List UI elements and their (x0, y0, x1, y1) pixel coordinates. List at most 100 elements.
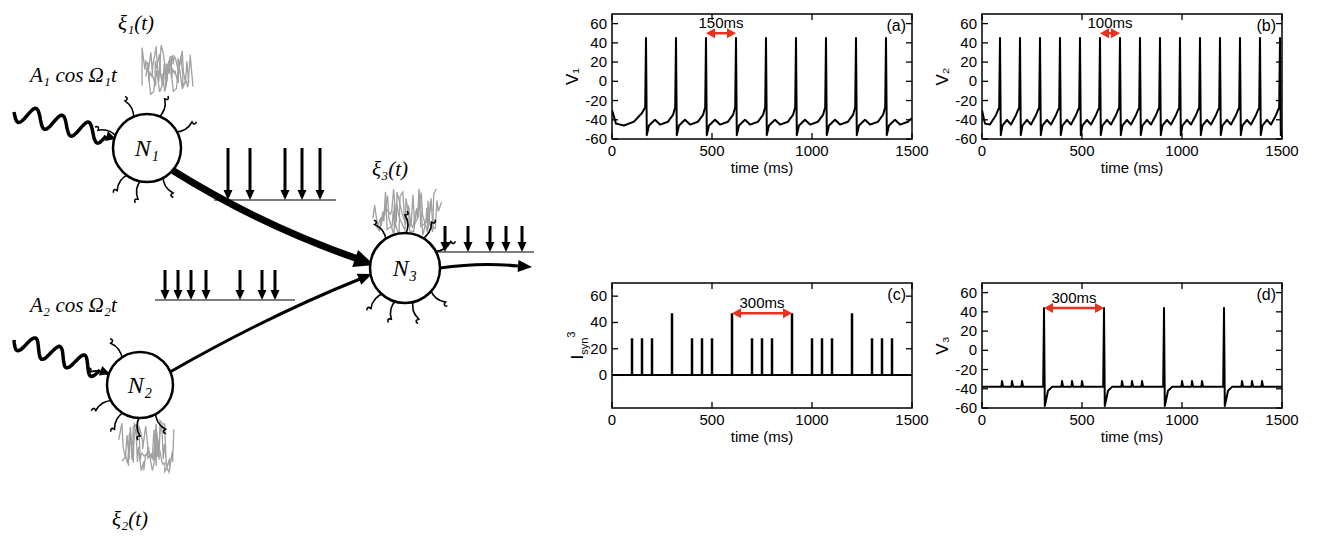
y-tick-label: 20 (590, 340, 607, 357)
train-spike (521, 226, 524, 244)
y-tick (906, 348, 912, 349)
x-tick-label: 1000 (795, 411, 828, 428)
stem (891, 338, 894, 375)
y-tick (1276, 407, 1282, 408)
stem (791, 313, 794, 375)
annotation-label: 150ms (698, 14, 743, 31)
frame (982, 14, 1282, 139)
dendrite (91, 400, 113, 410)
connection (172, 170, 358, 259)
dendrite (125, 96, 134, 119)
y-tick-label: 60 (960, 15, 977, 32)
stem (631, 338, 634, 375)
stem (751, 338, 754, 375)
noise-label: ξ₁(t) (118, 11, 154, 35)
y-tick-label: -20 (955, 92, 977, 109)
panel-label: (d) (1256, 286, 1276, 303)
panel: 0500100015000204060time (ms)Isyn3300ms(c… (565, 283, 928, 445)
dendrite (135, 180, 142, 203)
y-axis-title: V₂ (933, 68, 952, 86)
y-axis-title-sup: 3 (565, 332, 577, 338)
y-tick-label: 60 (960, 284, 977, 301)
plot-area (612, 38, 912, 135)
y-tick (982, 407, 988, 408)
y-tick (612, 322, 618, 323)
x-tick (981, 14, 982, 20)
stem (701, 338, 704, 375)
y-tick-label: -60 (585, 130, 607, 147)
x-tick (981, 283, 982, 289)
x-tick-label: 1500 (1265, 142, 1298, 159)
x-tick (1081, 14, 1082, 20)
y-tick-label: -60 (955, 130, 977, 147)
y-tick (612, 81, 618, 82)
y-tick-label: 40 (960, 34, 977, 51)
x-tick (911, 14, 912, 20)
x-tick (711, 133, 712, 139)
y-tick (906, 374, 912, 375)
x-tick-label: 500 (699, 411, 724, 428)
x-tick (611, 14, 612, 20)
y-tick-label: -40 (585, 111, 607, 128)
x-axis-title: time (ms) (1101, 428, 1164, 445)
neuron (370, 233, 440, 303)
arrow-head (518, 260, 532, 272)
x-tick-label: 1500 (895, 411, 928, 428)
train-spike (301, 148, 304, 192)
noise (383, 192, 442, 236)
arrow-head (502, 242, 511, 252)
y-tick-label: 0 (599, 72, 607, 89)
y-tick (982, 61, 988, 62)
x-tick (911, 133, 912, 139)
x-tick (1281, 14, 1282, 20)
y-tick (982, 23, 988, 24)
y-tick (612, 296, 618, 297)
stem (811, 338, 814, 375)
y-tick-label: 60 (590, 15, 607, 32)
x-tick-label: 1000 (1165, 142, 1198, 159)
stem (711, 338, 714, 375)
train-spike (249, 148, 252, 192)
x-tick (611, 283, 612, 289)
y-axis-title-sub: syn (578, 338, 590, 355)
x-tick (1181, 133, 1182, 139)
dendrite (422, 220, 436, 240)
y-tick (906, 23, 912, 24)
x-tick-label: 500 (1069, 411, 1094, 428)
y-tick-label: 0 (969, 341, 977, 358)
x-tick-label: 500 (699, 142, 724, 159)
x-tick (711, 283, 712, 289)
y-tick-label: 20 (960, 53, 977, 70)
frame (612, 14, 912, 139)
arrow-head (316, 190, 325, 200)
trace (982, 308, 1282, 406)
panel: 050010001500-60-40-200204060time (ms)V₂1… (933, 14, 1298, 176)
y-tick (612, 100, 618, 101)
y-tick-label: 20 (960, 322, 977, 339)
neuron (113, 114, 181, 182)
stem (771, 338, 774, 375)
stem (651, 338, 654, 375)
input-wave (14, 108, 106, 143)
train-baseline (432, 251, 534, 252)
annotation-label: 100ms (1087, 14, 1132, 31)
dendrite (388, 300, 397, 323)
y-tick (1276, 23, 1282, 24)
y-tick (1276, 388, 1282, 389)
train-spike (505, 226, 508, 244)
plot-area (612, 313, 912, 375)
y-tick (982, 119, 988, 120)
arrow-head (187, 290, 196, 300)
y-tick-label: 20 (590, 53, 607, 70)
y-tick-label: 0 (969, 72, 977, 89)
y-tick (1276, 61, 1282, 62)
y-tick (612, 138, 618, 139)
y-tick (906, 119, 912, 120)
y-tick (982, 311, 988, 312)
stem (641, 338, 644, 375)
panel-label: (b) (1256, 17, 1276, 34)
x-tick-label: 1000 (795, 142, 828, 159)
stem (821, 338, 824, 375)
train-spike (489, 226, 492, 244)
y-axis-title: Isyn3 (565, 332, 590, 360)
